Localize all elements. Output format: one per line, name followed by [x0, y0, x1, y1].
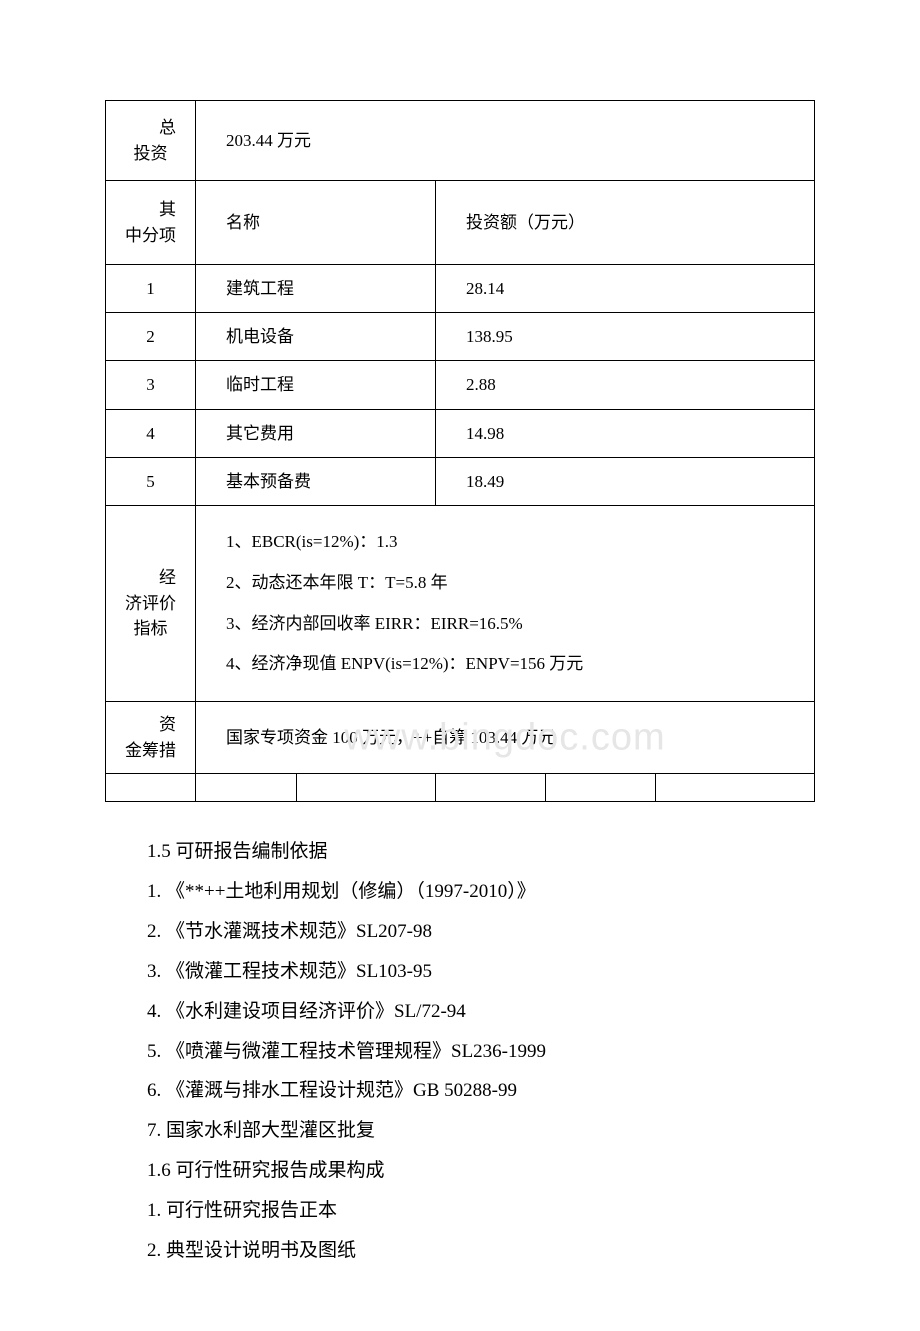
row-value: 14.98	[436, 409, 815, 457]
row-index: 2	[106, 313, 196, 361]
empty-cell	[656, 774, 815, 802]
economic-line: 2、动态还本年限 T：T=5.8 年	[226, 563, 784, 604]
funding-text: 国家专项资金 100 万元，++自筹 103.44 万元	[226, 728, 555, 747]
funding-label: 资金筹措	[106, 702, 196, 774]
body-line: 2. 典型设计说明书及图纸	[147, 1231, 815, 1271]
table-row: 总投资 203.44 万元	[106, 101, 815, 181]
total-investment-label: 总投资	[106, 101, 196, 181]
table-row: 2 机电设备 138.95	[106, 313, 815, 361]
empty-cell	[546, 774, 656, 802]
row-name: 基本预备费	[196, 457, 436, 505]
body-line: 1. 可行性研究报告正本	[147, 1191, 815, 1231]
column-name-header: 名称	[196, 181, 436, 265]
body-line: 1.6 可行性研究报告成果构成	[147, 1151, 815, 1191]
table-row: 5 基本预备费 18.49	[106, 457, 815, 505]
row-index: 5	[106, 457, 196, 505]
row-value: 138.95	[436, 313, 815, 361]
empty-cell	[106, 774, 196, 802]
table-row: 资金筹措 国家专项资金 100 万元，++自筹 103.44 万元 www.bi…	[106, 702, 815, 774]
row-index: 4	[106, 409, 196, 457]
funding-cell: 国家专项资金 100 万元，++自筹 103.44 万元 www.bingdoc…	[196, 702, 815, 774]
table-row: 其中分项 名称 投资额（万元）	[106, 181, 815, 265]
body-line: 4. 《水利建设项目经济评价》SL/72-94	[147, 992, 815, 1032]
economic-indicators: 1、EBCR(is=12%)：1.3 2、动态还本年限 T：T=5.8 年 3、…	[196, 505, 815, 701]
body-line: 6. 《灌溉与排水工程设计规范》GB 50288-99	[147, 1071, 815, 1111]
row-name: 临时工程	[196, 361, 436, 409]
investment-table: 总投资 203.44 万元 其中分项 名称 投资额（万元） 1 建筑工程 28.…	[105, 100, 815, 802]
sub-items-label: 其中分项	[106, 181, 196, 265]
table-row	[106, 774, 815, 802]
table-row: 4 其它费用 14.98	[106, 409, 815, 457]
empty-cell	[196, 774, 297, 802]
body-line: 3. 《微灌工程技术规范》SL103-95	[147, 952, 815, 992]
economic-line: 1、EBCR(is=12%)：1.3	[226, 522, 784, 563]
table-row: 经济评价指标 1、EBCR(is=12%)：1.3 2、动态还本年限 T：T=5…	[106, 505, 815, 701]
body-text-section: 1.5 可研报告编制依据 1. 《**++土地利用规划（修编）（1997-201…	[105, 832, 815, 1271]
economic-line: 4、经济净现值 ENPV(is=12%)：ENPV=156 万元	[226, 644, 784, 685]
row-name: 其它费用	[196, 409, 436, 457]
body-line: 7. 国家水利部大型灌区批复	[147, 1111, 815, 1151]
body-line: 1.5 可研报告编制依据	[147, 832, 815, 872]
row-value: 28.14	[436, 265, 815, 313]
empty-cell	[436, 774, 546, 802]
row-index: 3	[106, 361, 196, 409]
row-value: 2.88	[436, 361, 815, 409]
total-investment-value: 203.44 万元	[196, 101, 815, 181]
table-row: 3 临时工程 2.88	[106, 361, 815, 409]
table-row: 1 建筑工程 28.14	[106, 265, 815, 313]
column-value-header: 投资额（万元）	[436, 181, 815, 265]
row-value: 18.49	[436, 457, 815, 505]
body-line: 1. 《**++土地利用规划（修编）（1997-2010）》	[147, 872, 815, 912]
empty-cell	[297, 774, 436, 802]
economic-label: 经济评价指标	[106, 505, 196, 701]
economic-line: 3、经济内部回收率 EIRR：EIRR=16.5%	[226, 604, 784, 645]
row-name: 建筑工程	[196, 265, 436, 313]
body-line: 5. 《喷灌与微灌工程技术管理规程》SL236-1999	[147, 1032, 815, 1072]
body-line: 2. 《节水灌溉技术规范》SL207-98	[147, 912, 815, 952]
row-name: 机电设备	[196, 313, 436, 361]
row-index: 1	[106, 265, 196, 313]
